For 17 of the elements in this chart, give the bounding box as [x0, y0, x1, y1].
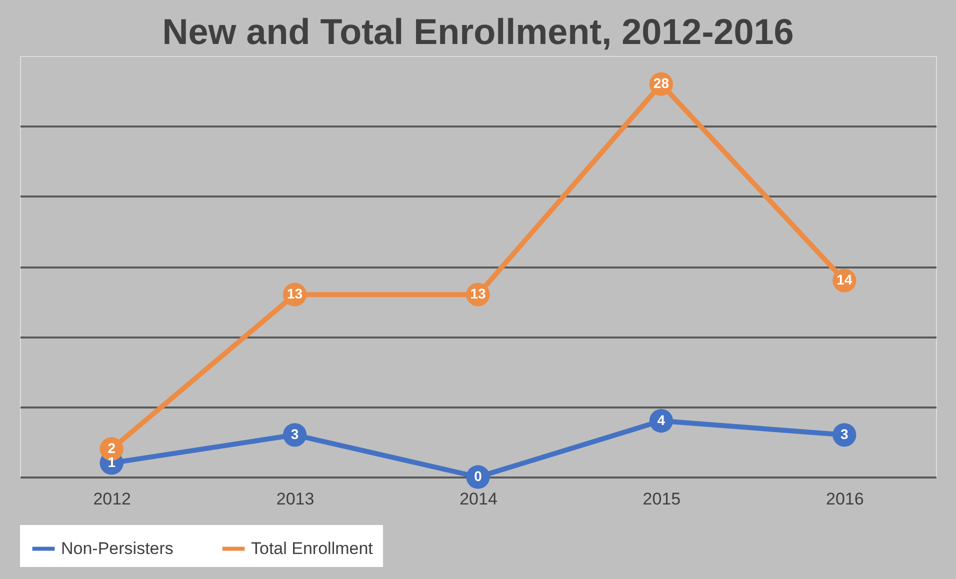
x-tick-label: 2012	[93, 490, 132, 508]
data-label: 13	[470, 286, 486, 302]
x-tick-label: 2013	[276, 490, 314, 508]
x-tick-label: 2015	[642, 490, 681, 508]
x-tick-label: 2016	[826, 490, 864, 508]
data-label: 2	[108, 440, 116, 456]
x-tick-label: 2014	[460, 490, 498, 508]
chart-title: New and Total Enrollment, 2012-2016	[162, 11, 794, 52]
data-label: 3	[840, 426, 848, 442]
data-label: 0	[474, 468, 482, 484]
data-label: 14	[836, 272, 852, 288]
data-label: 28	[653, 75, 670, 92]
data-label: 4	[657, 412, 666, 428]
legend-label: Non-Persisters	[61, 538, 174, 558]
data-label: 3	[290, 426, 299, 442]
data-label: 13	[287, 286, 303, 302]
legend-label: Total Enrollment	[251, 538, 374, 558]
